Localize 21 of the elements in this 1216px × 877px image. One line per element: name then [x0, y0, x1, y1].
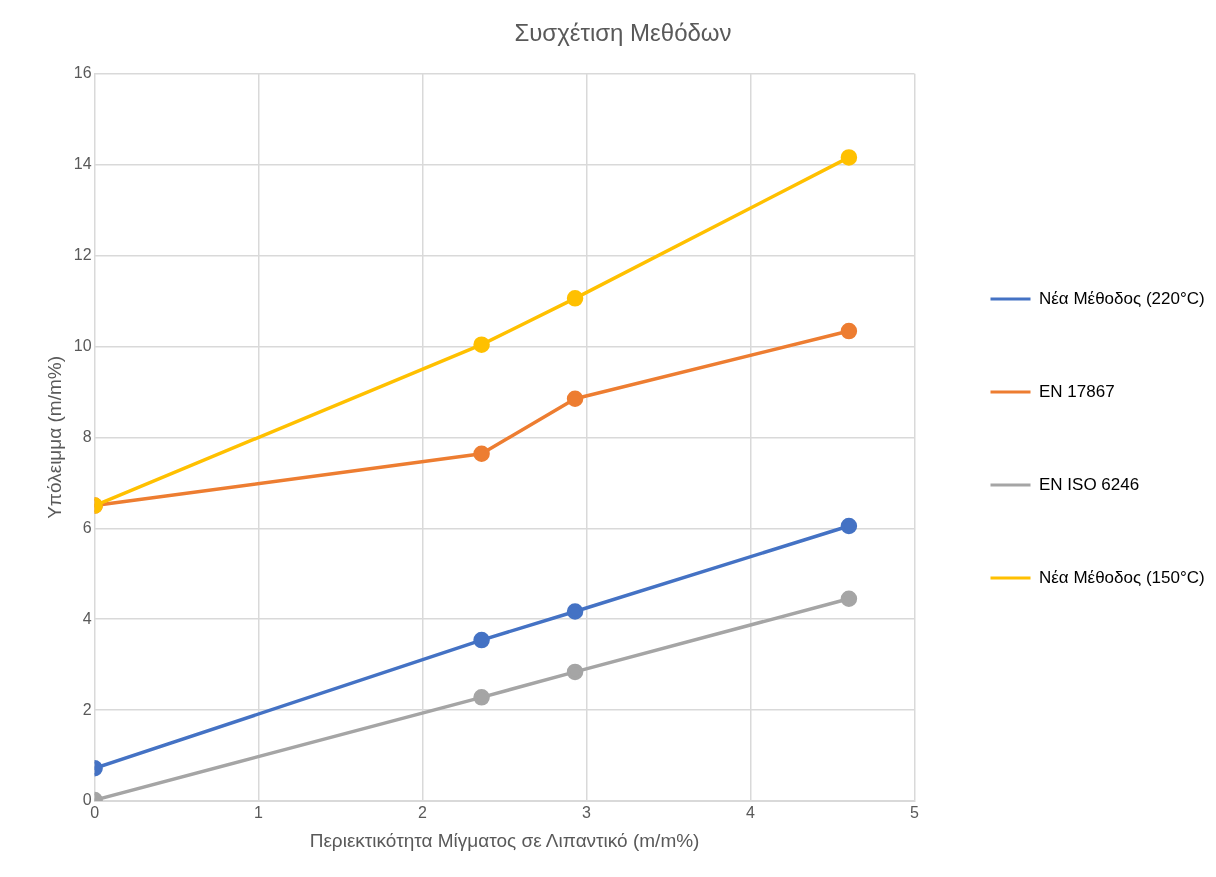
x-axis-title: Περιεκτικότητα Μίγματος σε Λιπαντικό (m/m%)	[309, 829, 700, 851]
x-tick-label: 2	[418, 804, 428, 822]
y-tick-label: 10	[73, 336, 92, 354]
legend-label: Νέα Μέθοδος (150°C)	[1039, 567, 1205, 587]
y-tick-label: 6	[82, 518, 92, 536]
legend-label: Νέα Μέθοδος (220°C)	[1039, 288, 1205, 308]
legend-label: EN ISO 6246	[1039, 474, 1140, 494]
y-axis-title: Υπόλειμμα (m/m%)	[43, 355, 65, 519]
y-tick-label: 4	[82, 609, 92, 627]
y-tick-label: 16	[73, 64, 92, 82]
x-tick-label: 1	[254, 804, 264, 822]
y-tick-label: 0	[82, 791, 92, 809]
y-tick-label: 2	[82, 700, 92, 718]
legend-label: EN 17867	[1039, 381, 1115, 401]
x-tick-label: 5	[910, 804, 920, 822]
x-tick-label: 4	[746, 804, 756, 822]
chart-title: Συσχέτιση Μεθόδων	[514, 19, 732, 47]
y-tick-label: 8	[82, 427, 92, 445]
y-tick-label: 14	[73, 155, 92, 173]
y-tick-label: 12	[73, 246, 92, 264]
x-tick-label: 3	[582, 804, 592, 822]
